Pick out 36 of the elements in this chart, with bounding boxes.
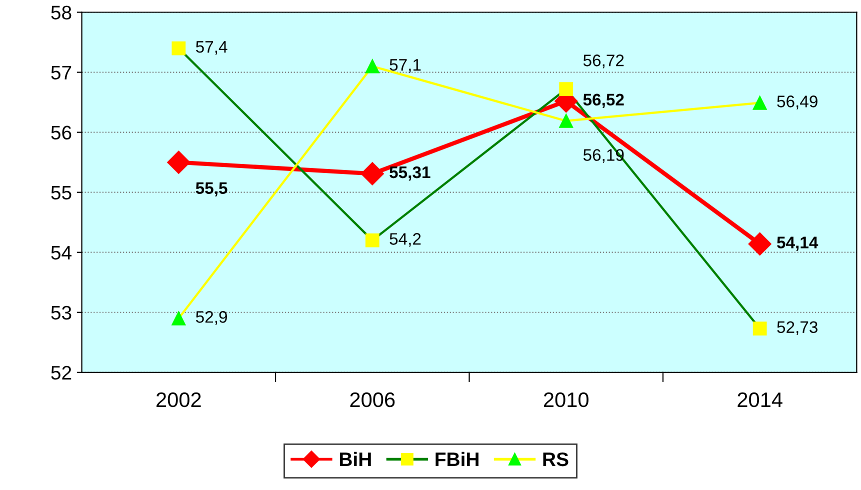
data-label: 56,72 [583,54,624,68]
x-tick-label: 2010 [544,392,588,408]
data-label: 54,14 [777,236,818,251]
data-label: 57,4 [196,41,228,55]
point [559,82,574,96]
y-tick-label: 57 [51,66,72,80]
y-tick-label: 56 [51,126,72,140]
point [360,162,384,186]
y-tick-label: 52 [51,366,72,380]
point [559,114,574,128]
point [752,96,767,110]
y-tick-label: 55 [51,186,72,200]
legend-label: FBiH [436,452,478,466]
x-tick-label: 2006 [350,392,395,408]
x-tick-label: 2002 [156,392,201,408]
point [748,232,772,256]
x-tick-label: 2014 [738,392,782,408]
data-label: 55,31 [390,166,430,181]
point [752,322,767,336]
data-label: 56,52 [583,94,624,108]
y-tick-label: 54 [51,246,72,260]
data-label: 52,73 [777,321,818,336]
data-label: 52,9 [196,311,227,325]
point [365,59,380,74]
legend-label: RS [543,452,568,466]
legend-label: BiH [340,452,371,466]
data-label: 54,2 [390,233,421,247]
y-tick-label: 58 [51,6,72,20]
point [172,311,186,326]
data-label: 56,49 [777,96,818,110]
point [172,41,186,56]
data-label: 57,1 [390,59,421,73]
data-label: 55,5 [196,182,228,196]
y-tick-label: 53 [51,306,72,320]
point [365,233,380,248]
point [167,150,190,174]
